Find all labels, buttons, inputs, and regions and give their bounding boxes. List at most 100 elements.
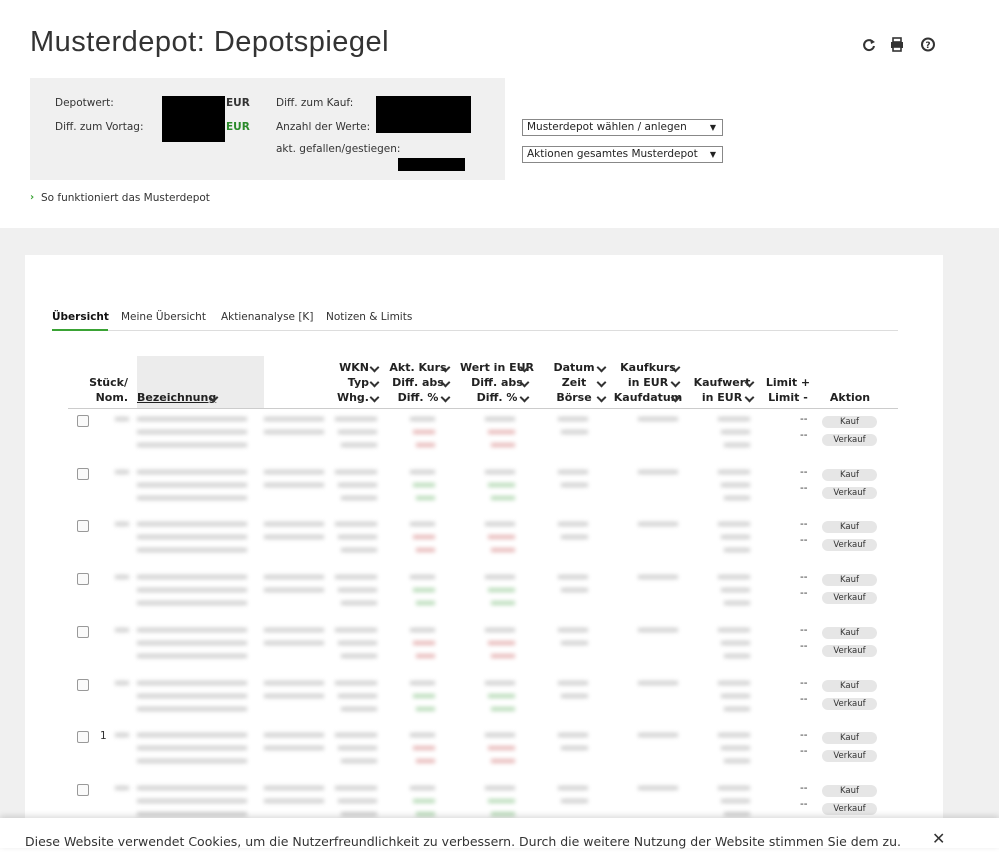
tab[interactable]: Übersicht: [52, 311, 109, 323]
column-header[interactable]: Kaufwert: [693, 376, 751, 389]
sell-button[interactable]: Verkauf: [822, 802, 877, 815]
blurred-cell: [338, 798, 377, 803]
blurred-cell: [115, 680, 129, 685]
blurred-cell: [341, 759, 377, 764]
blurred-cell: [115, 417, 129, 421]
column-header[interactable]: in EUR: [627, 376, 669, 389]
blurred-cell: [410, 469, 435, 474]
row-checkbox[interactable]: [77, 415, 89, 427]
column-header[interactable]: Kaufdatum: [613, 391, 683, 404]
tab[interactable]: Notizen & Limits: [326, 311, 413, 323]
column-header[interactable]: Diff. abs: [392, 376, 444, 389]
buy-button[interactable]: Kauf: [822, 679, 877, 692]
blurred-cell: [264, 575, 324, 580]
limit-minus: --: [800, 692, 808, 705]
sell-button[interactable]: Verkauf: [822, 750, 877, 763]
blurred-cell: [338, 588, 377, 593]
blurred-cell: [416, 811, 435, 816]
column-header[interactable]: Akt. Kurs: [389, 361, 447, 374]
blurred-cell: [115, 733, 129, 738]
row-checkbox[interactable]: [77, 573, 89, 586]
row-checkbox[interactable]: [77, 783, 89, 796]
column-header[interactable]: in EUR: [701, 391, 743, 404]
blurred-cell: [264, 469, 324, 474]
blurred-cell: [137, 601, 247, 606]
column-header[interactable]: Diff. %: [476, 391, 518, 404]
blurred-cell: [721, 535, 750, 540]
sell-button[interactable]: Verkauf: [822, 644, 877, 657]
column-header[interactable]: Datum: [553, 361, 595, 374]
buy-button[interactable]: Kauf: [822, 732, 877, 745]
blurred-cell: [264, 798, 324, 803]
column-header[interactable]: Kaufkurs: [620, 361, 676, 374]
sell-button[interactable]: Verkauf: [822, 486, 877, 499]
blurred-cell: [416, 495, 435, 500]
column-header[interactable]: Wert in EUR: [459, 361, 535, 374]
blurred-cell: [721, 430, 750, 434]
row-checkbox[interactable]: [77, 731, 89, 744]
tab-underline: [52, 329, 108, 331]
blurred-cell: [488, 588, 515, 593]
sell-button[interactable]: Verkauf: [822, 539, 877, 552]
blurred-cell: [413, 430, 435, 434]
blurred-cell: [264, 733, 324, 738]
limit-minus: --: [800, 745, 808, 758]
blurred-cell: [341, 706, 377, 711]
label: Depotwert:: [55, 97, 114, 109]
blurred-cell: [413, 693, 435, 698]
tab[interactable]: Aktienanalyse [K]: [221, 311, 314, 323]
blurred-cell: [718, 627, 750, 632]
column-header[interactable]: Börse: [556, 391, 592, 404]
blurred-cell: [416, 759, 435, 764]
column-header[interactable]: Typ: [347, 376, 369, 389]
blurred-cell: [561, 482, 588, 487]
blurred-cell: [137, 495, 247, 500]
toolbar-icons[interactable]: ?: [860, 36, 940, 54]
blurred-cell: [137, 798, 247, 803]
help-link[interactable]: So funktioniert das Musterdepot: [41, 192, 210, 204]
blurred-cell: [115, 522, 129, 527]
tab-line: [52, 330, 898, 331]
row-checkbox[interactable]: [77, 467, 89, 480]
blurred-cell: [416, 706, 435, 711]
blurred-cell: [638, 627, 678, 632]
blurred-cell: [488, 746, 515, 751]
blurred-cell: [264, 627, 324, 632]
blurred-cell: [485, 680, 515, 685]
blurred-cell: [491, 706, 515, 711]
blurred-cell: [638, 575, 678, 580]
sell-button[interactable]: Verkauf: [822, 592, 877, 605]
tab[interactable]: Meine Übersicht: [121, 311, 206, 323]
buy-button[interactable]: Kauf: [822, 784, 877, 797]
buy-button[interactable]: Kauf: [822, 416, 877, 428]
blurred-cell: [137, 430, 247, 434]
blurred-cell: [413, 535, 435, 540]
row-checkbox[interactable]: [77, 625, 89, 638]
blurred-cell: [724, 548, 750, 553]
column-header[interactable]: Diff. %: [397, 391, 439, 404]
buy-button[interactable]: Kauf: [822, 626, 877, 639]
column-header[interactable]: Zeit: [561, 376, 587, 389]
blurred-cell: [638, 785, 678, 790]
row-checkbox[interactable]: [77, 520, 89, 533]
column-header[interactable]: WKN: [339, 361, 369, 374]
blurred-cell: [724, 443, 750, 447]
column-header[interactable]: Bezeichnung: [137, 391, 217, 404]
column-header[interactable]: Whg.: [336, 391, 369, 404]
cookie-close[interactable]: ✕: [932, 829, 946, 848]
svg-text:?: ?: [925, 41, 930, 51]
buy-button[interactable]: Kauf: [822, 574, 877, 587]
limit-minus: --: [800, 429, 808, 441]
row-checkbox[interactable]: [77, 678, 89, 691]
sell-button[interactable]: Verkauf: [822, 697, 877, 710]
column-header[interactable]: Diff. abs: [471, 376, 523, 389]
buy-button[interactable]: Kauf: [822, 468, 877, 481]
action-select[interactable]: Aktionen gesamtes Musterdepot: [522, 146, 723, 163]
sell-button[interactable]: Verkauf: [822, 434, 877, 446]
blurred-cell: [638, 680, 678, 685]
depot-select[interactable]: Musterdepot wählen / anlegen: [522, 119, 723, 136]
buy-button[interactable]: Kauf: [822, 521, 877, 534]
blurred-cell: [485, 627, 515, 632]
blurred-cell: [413, 798, 435, 803]
blurred-cell: [721, 746, 750, 751]
